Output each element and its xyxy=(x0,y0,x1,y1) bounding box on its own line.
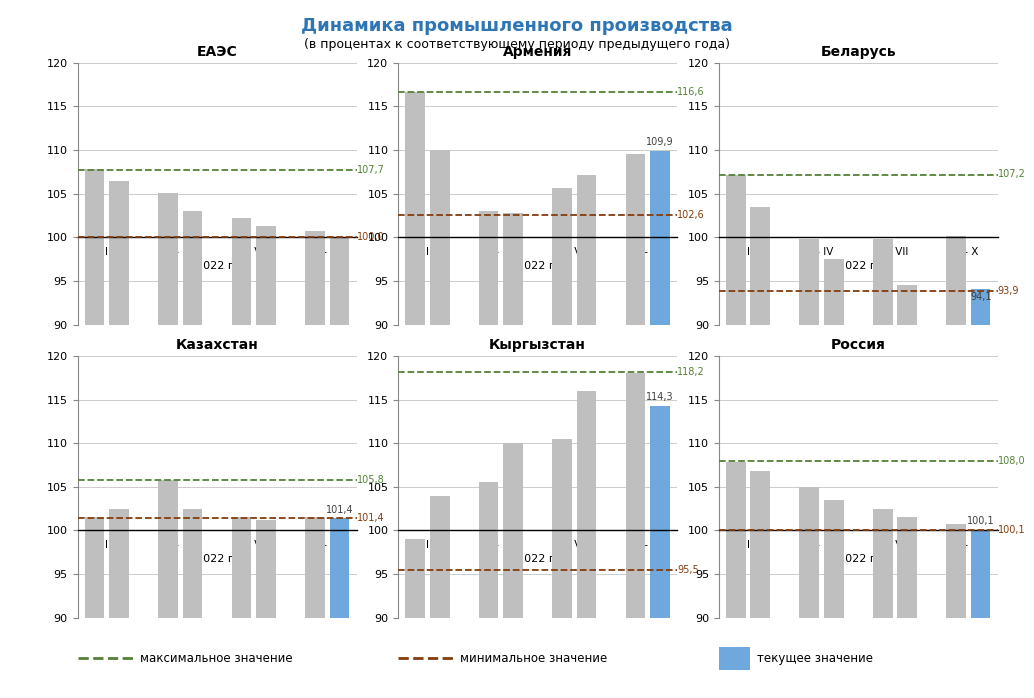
Bar xyxy=(158,480,178,698)
Bar xyxy=(430,496,450,698)
X-axis label: 2022 г.: 2022 г. xyxy=(196,554,238,565)
Bar xyxy=(85,170,104,698)
Bar xyxy=(726,174,746,698)
Text: 100,1: 100,1 xyxy=(998,525,1026,535)
Text: 105,8: 105,8 xyxy=(357,475,385,485)
Title: ЕАЭС: ЕАЭС xyxy=(196,45,238,59)
Text: 118,2: 118,2 xyxy=(677,366,705,377)
Title: Беларусь: Беларусь xyxy=(820,45,896,59)
Text: 108,0: 108,0 xyxy=(998,456,1026,466)
Text: 100,1: 100,1 xyxy=(967,516,995,526)
Title: Армения: Армения xyxy=(503,45,573,59)
Bar xyxy=(626,154,645,698)
Bar xyxy=(504,213,523,698)
Bar xyxy=(799,487,819,698)
Bar xyxy=(110,181,129,698)
Bar xyxy=(330,518,349,698)
Bar xyxy=(650,406,670,698)
Text: 116,6: 116,6 xyxy=(677,87,705,98)
Bar xyxy=(305,231,325,698)
Bar xyxy=(873,239,892,698)
Title: Россия: Россия xyxy=(830,338,886,352)
Bar xyxy=(650,151,670,698)
Bar xyxy=(183,211,203,698)
Bar xyxy=(479,211,498,698)
X-axis label: 2022 г.: 2022 г. xyxy=(838,554,879,565)
Bar xyxy=(479,482,498,698)
Bar xyxy=(110,509,129,698)
Text: 109,9: 109,9 xyxy=(646,138,674,147)
Bar xyxy=(726,463,746,698)
Bar xyxy=(405,93,425,698)
Text: минимальное значение: минимальное значение xyxy=(460,652,607,664)
Text: 93,9: 93,9 xyxy=(998,285,1020,295)
Bar xyxy=(504,443,523,698)
Title: Кыргызстан: Кыргызстан xyxy=(489,338,586,352)
Bar xyxy=(552,439,572,698)
Bar xyxy=(232,517,251,698)
Bar xyxy=(751,207,770,698)
Text: 114,3: 114,3 xyxy=(646,392,674,402)
Text: (в процентах к соответствующему периоду предыдущего года): (в процентах к соответствующему периоду … xyxy=(304,38,730,52)
Text: максимальное значение: максимальное значение xyxy=(140,652,293,664)
Bar xyxy=(552,188,572,698)
Bar xyxy=(577,174,597,698)
Text: 107,2: 107,2 xyxy=(998,170,1026,179)
Text: 94,1: 94,1 xyxy=(970,292,992,302)
Bar xyxy=(577,391,597,698)
Bar xyxy=(430,150,450,698)
Bar xyxy=(824,500,844,698)
Bar xyxy=(183,509,203,698)
Bar xyxy=(405,540,425,698)
Bar xyxy=(232,218,251,698)
Bar xyxy=(824,259,844,698)
Bar xyxy=(330,237,349,698)
Bar xyxy=(799,239,819,698)
Bar xyxy=(946,236,966,698)
Text: 100,0: 100,0 xyxy=(357,232,385,242)
Bar xyxy=(158,193,178,698)
Bar xyxy=(946,524,966,698)
Text: 95,5: 95,5 xyxy=(677,565,699,574)
Bar xyxy=(971,530,991,698)
X-axis label: 2022 г.: 2022 г. xyxy=(838,261,879,272)
Bar xyxy=(898,285,917,698)
Bar xyxy=(256,520,276,698)
Text: текущее значение: текущее значение xyxy=(757,652,873,664)
Text: Динамика промышленного производства: Динамика промышленного производства xyxy=(301,17,733,36)
Text: 101,4: 101,4 xyxy=(326,505,354,515)
Bar xyxy=(256,226,276,698)
Text: 102,6: 102,6 xyxy=(677,209,705,220)
Bar xyxy=(873,509,892,698)
Bar xyxy=(898,517,917,698)
Title: Казахстан: Казахстан xyxy=(176,338,258,352)
X-axis label: 2022 г.: 2022 г. xyxy=(196,261,238,272)
Bar xyxy=(751,471,770,698)
X-axis label: 2022 г.: 2022 г. xyxy=(517,261,558,272)
Text: 101,4: 101,4 xyxy=(357,513,385,524)
Bar xyxy=(971,289,991,698)
Bar xyxy=(305,517,325,698)
Bar xyxy=(626,373,645,698)
Bar xyxy=(85,517,104,698)
X-axis label: 2022 г.: 2022 г. xyxy=(517,554,558,565)
Text: 107,7: 107,7 xyxy=(357,165,385,175)
